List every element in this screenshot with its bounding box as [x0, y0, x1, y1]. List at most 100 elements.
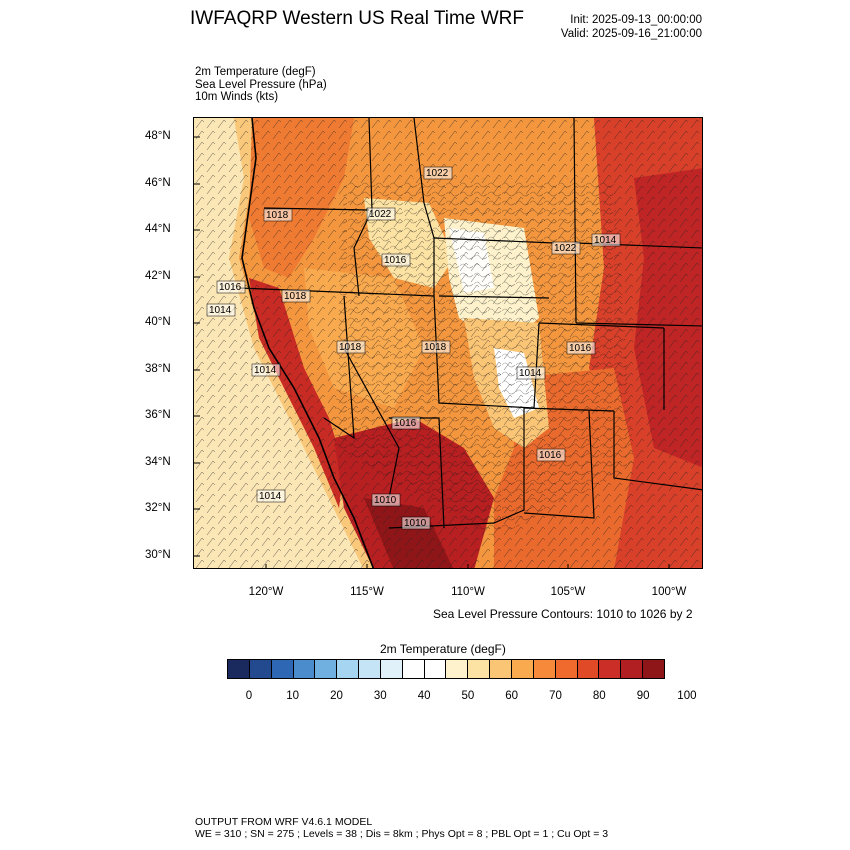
colorbar-swatch — [643, 660, 664, 678]
colorbar-swatch — [359, 660, 381, 678]
slp-label: 1018 — [339, 342, 362, 353]
colorbar-swatch — [228, 660, 250, 678]
slp-label: 1010 — [404, 518, 427, 529]
colorbar-swatch — [621, 660, 644, 678]
slp-label: 1016 — [384, 255, 407, 266]
slp-label: 1018 — [284, 291, 307, 302]
colorbar-tick: 80 — [592, 690, 606, 702]
colorbar-swatch — [533, 660, 556, 678]
lat-label: 38°N — [145, 363, 171, 375]
map-panel: 1022 1018 1022 1014 1022 1016 1016 1018 1014 1018… — [193, 117, 703, 569]
slp-label-box — [516, 366, 546, 380]
colorbar-tick: 30 — [373, 690, 387, 702]
slp-label: 1016 — [394, 418, 417, 429]
slp-label-box — [391, 416, 421, 430]
terrain-contours — [334, 178, 634, 538]
slp-label: 1014 — [519, 368, 542, 379]
contour-note: Sea Level Pressure Contours: 1010 to 102… — [433, 607, 693, 621]
lon-label: 120°W — [248, 586, 284, 598]
colorbar-swatch — [555, 660, 578, 678]
colorbar-title: 2m Temperature (degF) — [380, 642, 506, 656]
colorbar-swatch — [424, 660, 447, 678]
slp-label: 1022 — [554, 243, 577, 254]
slp-label: 1014 — [209, 305, 232, 316]
colorbar — [227, 659, 665, 679]
slp-label-box — [371, 493, 401, 507]
slp-label-box — [263, 208, 293, 222]
lat-label: 42°N — [145, 270, 171, 282]
colorbar-swatch — [468, 660, 491, 678]
colorbar-swatch — [402, 660, 425, 678]
slp-label-box — [421, 340, 451, 354]
colorbar-tick: 40 — [417, 690, 431, 702]
lat-label: 48°N — [145, 130, 171, 142]
colorbar-tick: 100 — [677, 690, 697, 702]
field-temperature: 2m Temperature (degF) — [195, 66, 316, 78]
lon-label: 110°W — [451, 586, 485, 598]
colorbar-tick: 0 — [245, 690, 253, 702]
lat-label: 32°N — [145, 502, 171, 514]
colorbar-swatch — [490, 660, 512, 678]
colorbar-swatch — [599, 660, 622, 678]
colorbar-swatch — [337, 660, 360, 678]
slp-label: 1022 — [369, 209, 392, 220]
slp-label-box — [591, 233, 621, 247]
slp-label-box — [536, 448, 566, 462]
colorbar-swatch — [380, 660, 403, 678]
lat-label: 46°N — [145, 177, 171, 189]
slp-label-box — [566, 341, 596, 355]
slp-label: 1018 — [424, 342, 447, 353]
lat-label: 44°N — [145, 223, 171, 235]
colorbar-swatch — [271, 660, 294, 678]
slp-label-box — [381, 253, 411, 267]
slp-label: 1010 — [374, 495, 397, 506]
footer-model: OUTPUT FROM WRF V4.6.1 MODEL — [195, 816, 373, 828]
coastline — [241, 118, 375, 568]
colorbar-swatch — [315, 660, 338, 678]
slp-label: 1022 — [426, 168, 449, 179]
lat-label: 40°N — [145, 316, 171, 328]
slp-label: 1018 — [266, 210, 289, 221]
field-pressure: Sea Level Pressure (hPa) — [195, 78, 327, 91]
slp-labels: 1022 1018 1022 1014 1022 1016 1016 1018 1014 1018… — [206, 166, 621, 530]
field-list: 2m Temperature (degF) Sea Level Pressure… — [195, 66, 327, 104]
init-time: Init: 2025-09-13_00:00:00 — [570, 14, 702, 26]
lat-label: 36°N — [145, 409, 171, 421]
colorbar-tick: 60 — [505, 690, 519, 702]
map-title: IWFAQRP Western US Real Time WRF — [190, 8, 524, 29]
slp-label: 1014 — [594, 235, 617, 246]
slp-label-box — [423, 166, 453, 180]
colorbar-swatch — [249, 660, 272, 678]
colorbar-tick: 20 — [330, 690, 343, 702]
axis-ticks — [194, 136, 670, 568]
slp-label-box — [336, 340, 366, 354]
slp-label: 1014 — [259, 491, 282, 502]
slp-label-box — [216, 280, 246, 294]
lon-label: 100°W — [651, 586, 687, 598]
colorbar-tick: 50 — [461, 690, 475, 702]
slp-label: 1016 — [219, 282, 242, 293]
slp-label-box — [256, 489, 286, 503]
lat-label: 30°N — [145, 549, 171, 561]
slp-label-box — [251, 363, 281, 377]
colorbar-swatch — [511, 660, 534, 678]
colorbar-swatch — [577, 660, 600, 678]
colorbar-tick: 10 — [286, 690, 300, 702]
map-canvas: 1022 1018 1022 1014 1022 1016 1016 1018 1014 1018… — [194, 118, 702, 568]
slp-label-box — [401, 516, 431, 530]
slp-label: 1016 — [539, 450, 562, 461]
slp-label: 1016 — [569, 343, 592, 354]
slp-label-box — [366, 207, 396, 221]
lon-label: 105°W — [550, 586, 586, 598]
lat-label: 34°N — [145, 456, 171, 468]
colorbar-tick: 70 — [549, 690, 562, 702]
footer-config: WE = 310 ; SN = 275 ; Levels = 38 ; Dis … — [195, 828, 609, 840]
slp-label-box — [206, 303, 236, 317]
run-times: Init: 2025-09-13_00:00:00 Valid: 2025-09… — [561, 13, 702, 41]
field-winds: 10m Winds (kts) — [195, 91, 279, 103]
valid-time: Valid: 2025-09-16_21:00:00 — [560, 28, 702, 40]
colorbar-swatch — [446, 660, 469, 678]
colorbar-swatch — [293, 660, 316, 678]
colorbar-tick: 90 — [636, 690, 650, 702]
slp-label: 1014 — [254, 365, 277, 376]
